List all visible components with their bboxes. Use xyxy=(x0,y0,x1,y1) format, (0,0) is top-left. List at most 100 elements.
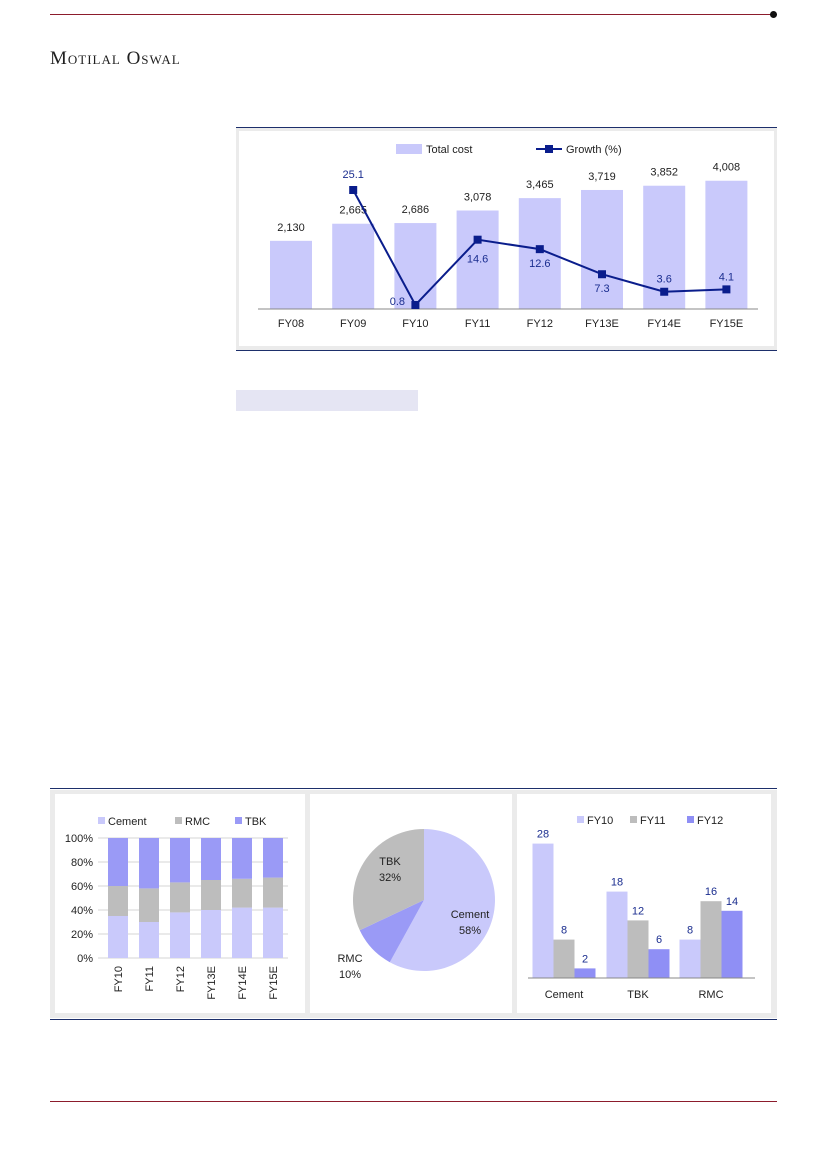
growth-marker xyxy=(349,186,358,194)
legend-swatch xyxy=(687,816,694,823)
bar-fy10 xyxy=(606,891,628,978)
stacked-segment-cement xyxy=(139,922,159,958)
pie-label-name: TBK xyxy=(379,856,401,868)
x-tick-label: FY14E xyxy=(647,318,681,330)
pie-label-value: 58% xyxy=(459,925,481,937)
stacked-segment-tbk xyxy=(108,838,128,886)
bar-total-cost xyxy=(270,240,312,309)
stacked-segment-rmc xyxy=(232,878,252,908)
stacked-segment-cement xyxy=(201,910,221,958)
bar-value-label: 4,008 xyxy=(713,162,741,174)
legend-label: FY10 xyxy=(587,815,613,827)
bar-value-label: 18 xyxy=(611,877,623,889)
pie-slice-cement xyxy=(389,829,495,971)
mix-charts-row: Cement RMC TBK 100% 80% 60% 40% 20% 0% FY10 FY11 FY… xyxy=(50,790,777,1018)
bar-value-label: 2,686 xyxy=(402,204,430,216)
x-tick-label: Cement xyxy=(545,989,584,1001)
bar-value-label: 14 xyxy=(726,896,738,908)
bar-value-label: 28 xyxy=(537,829,549,841)
charts-row-bottom-rule xyxy=(50,1019,777,1020)
growth-marker xyxy=(598,270,606,279)
bar-fy10 xyxy=(532,843,554,978)
bar-value-label: 8 xyxy=(561,925,567,937)
bar-value-label: 3,719 xyxy=(588,171,616,183)
bar-fy11 xyxy=(700,901,722,978)
x-tick-label: FY15E xyxy=(268,966,280,1000)
x-tick-label: FY14E xyxy=(237,966,249,1000)
growth-marker xyxy=(722,285,731,294)
stacked-segment-rmc xyxy=(263,877,283,908)
legend-marker-growth xyxy=(545,145,553,153)
bar-value-label: 2 xyxy=(582,953,588,965)
bar-value-label: 3,078 xyxy=(464,192,492,204)
growth-value-label: 0.8 xyxy=(390,296,405,308)
pie-label-name: Cement xyxy=(451,909,490,921)
footer-rule xyxy=(50,1101,777,1102)
bar-value-label: 3,465 xyxy=(526,179,554,191)
growth-marker xyxy=(473,235,482,244)
bar-value-label: 16 xyxy=(705,886,717,898)
legend-swatch xyxy=(577,816,584,823)
x-tick-label: FY08 xyxy=(278,318,304,330)
growth-value-label: 12.6 xyxy=(529,258,550,270)
y-tick-label: 0% xyxy=(77,953,93,965)
growth-value-label: 3.6 xyxy=(657,274,672,286)
bar-fy12 xyxy=(574,968,596,978)
legend-swatch xyxy=(630,816,637,823)
stacked-segment-cement xyxy=(170,912,190,958)
y-tick-label: 80% xyxy=(71,857,93,869)
stacked-segment-rmc xyxy=(139,888,159,922)
bar-fy11 xyxy=(553,939,575,978)
legend-label: TBK xyxy=(245,816,267,828)
x-tick-label: FY13E xyxy=(585,318,619,330)
y-tick-label: 40% xyxy=(71,905,93,917)
legend-label: RMC xyxy=(185,816,210,828)
stacked-segment-tbk xyxy=(263,838,283,878)
bar-value-label: 8 xyxy=(687,925,693,937)
legend-label: FY11 xyxy=(640,815,665,827)
legend-swatch xyxy=(175,817,182,824)
chart1-top-rule xyxy=(236,127,777,128)
bar-fy11 xyxy=(627,920,649,978)
legend-swatch xyxy=(235,817,242,824)
stacked-segment-tbk xyxy=(232,838,252,879)
legend-label-growth: Growth (%) xyxy=(566,144,622,156)
bar-value-label: 2,130 xyxy=(277,222,305,234)
y-tick-label: 20% xyxy=(71,929,93,941)
x-tick-label: FY12 xyxy=(527,318,553,330)
x-tick-label: FY10 xyxy=(402,318,428,330)
stacked-segment-cement xyxy=(108,916,128,958)
bar-value-label: 6 xyxy=(656,934,662,946)
growth-value-label: 7.3 xyxy=(594,283,609,295)
bar-fy10 xyxy=(679,939,701,978)
x-tick-label: FY11 xyxy=(144,966,156,991)
x-tick-label: RMC xyxy=(698,989,723,1001)
stacked-segment-cement xyxy=(232,907,252,958)
growth-value-label: 25.1 xyxy=(342,169,363,181)
growth-value-label: 4.1 xyxy=(719,271,734,283)
bar-fy12 xyxy=(721,910,743,978)
stacked-segment-rmc xyxy=(201,880,221,910)
x-tick-label: FY10 xyxy=(113,966,125,992)
x-tick-label: FY13E xyxy=(206,966,218,1000)
growth-value-label: 14.6 xyxy=(467,254,488,266)
section-heading-placeholder xyxy=(236,390,418,411)
stacked-segment-tbk xyxy=(170,838,190,883)
x-tick-label: FY12 xyxy=(175,966,187,992)
growth-marker xyxy=(411,301,420,309)
pie-slice-rmc xyxy=(359,900,424,963)
stacked-segment-rmc xyxy=(108,886,128,916)
pie-label-value: 32% xyxy=(379,872,401,884)
growth-marker xyxy=(660,287,669,296)
chart1-bottom-rule xyxy=(236,350,777,351)
brand-logo-text: Motilal Oswal xyxy=(50,48,181,69)
pie-label-name: RMC xyxy=(337,953,362,965)
growth-marker xyxy=(535,245,544,254)
header-dot xyxy=(770,11,777,18)
stacked-segment-tbk xyxy=(201,838,221,880)
bar-value-label: 3,852 xyxy=(650,167,678,179)
charts-row-top-rule xyxy=(50,788,777,789)
bar-total-cost xyxy=(456,210,499,309)
y-tick-label: 60% xyxy=(71,881,93,893)
total-cost-chart: Total cost Growth (%) 2,130 FY08 2,665 FY09 2,… xyxy=(236,128,777,350)
